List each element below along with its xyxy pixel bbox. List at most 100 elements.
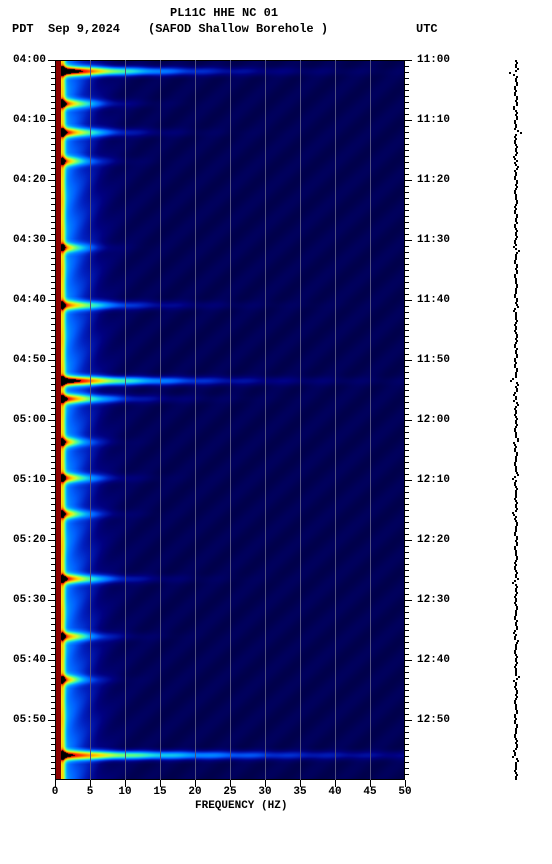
gridline-v [300, 60, 301, 780]
y-right-minor-tick [405, 546, 409, 547]
y-right-minor-tick [405, 474, 409, 475]
y-right-tick-mark [405, 300, 412, 301]
left-axis-bar [55, 60, 61, 780]
trace-dot [514, 638, 516, 640]
y-left-minor-tick [51, 366, 55, 367]
y-left-minor-tick [51, 546, 55, 547]
y-left-tick-label: 05:00 [0, 414, 46, 426]
y-right-minor-tick [405, 90, 409, 91]
y-right-minor-tick [405, 132, 409, 133]
y-left-minor-tick [51, 486, 55, 487]
y-left-tick-label: 04:00 [0, 54, 46, 66]
y-left-tick-label: 05:50 [0, 714, 46, 726]
trace-dot [515, 154, 517, 156]
y-left-tick-label: 04:30 [0, 234, 46, 246]
y-left-minor-tick [51, 738, 55, 739]
y-left-minor-tick [51, 354, 55, 355]
trace-dot [516, 628, 518, 630]
y-right-minor-tick [405, 228, 409, 229]
y-left-tick-label: 04:40 [0, 294, 46, 306]
x-tick-label: 0 [43, 786, 67, 798]
y-right-minor-tick [405, 138, 409, 139]
y-right-minor-tick [405, 690, 409, 691]
y-right-minor-tick [405, 768, 409, 769]
y-right-minor-tick [405, 606, 409, 607]
y-left-minor-tick [51, 126, 55, 127]
y-right-minor-tick [405, 306, 409, 307]
y-left-minor-tick [51, 462, 55, 463]
y-right-minor-tick [405, 126, 409, 127]
y-left-tick-mark [48, 60, 55, 61]
y-right-tick-label: 12:00 [417, 414, 450, 426]
y-left-tick-mark [48, 480, 55, 481]
y-right-minor-tick [405, 672, 409, 673]
y-left-minor-tick [51, 762, 55, 763]
x-tick-label: 45 [358, 786, 382, 798]
y-right-minor-tick [405, 612, 409, 613]
y-left-minor-tick [51, 744, 55, 745]
trace-dot [517, 68, 519, 70]
y-right-minor-tick [405, 342, 409, 343]
trace-dot [518, 250, 520, 252]
y-right-minor-tick [405, 288, 409, 289]
y-left-minor-tick [51, 714, 55, 715]
y-right-minor-tick [405, 762, 409, 763]
y-left-minor-tick [51, 450, 55, 451]
y-right-minor-tick [405, 708, 409, 709]
y-right-minor-tick [405, 570, 409, 571]
y-right-minor-tick [405, 426, 409, 427]
y-left-minor-tick [51, 522, 55, 523]
y-left-tick-label: 05:40 [0, 654, 46, 666]
y-left-minor-tick [51, 90, 55, 91]
y-left-minor-tick [51, 282, 55, 283]
y-right-minor-tick [405, 624, 409, 625]
y-right-minor-tick [405, 216, 409, 217]
y-right-tick-mark [405, 420, 412, 421]
y-left-minor-tick [51, 342, 55, 343]
y-left-minor-tick [51, 630, 55, 631]
y-left-minor-tick [51, 648, 55, 649]
y-left-minor-tick [51, 318, 55, 319]
trace-dot [515, 376, 517, 378]
y-right-minor-tick [405, 282, 409, 283]
gridline-v [125, 60, 126, 780]
y-left-tick-mark [48, 720, 55, 721]
y-right-minor-tick [405, 588, 409, 589]
y-left-tick-label: 04:20 [0, 174, 46, 186]
y-right-minor-tick [405, 648, 409, 649]
y-right-minor-tick [405, 744, 409, 745]
y-right-minor-tick [405, 108, 409, 109]
y-right-minor-tick [405, 678, 409, 679]
y-right-tick-label: 12:40 [417, 654, 450, 666]
y-left-minor-tick [51, 348, 55, 349]
y-right-minor-tick [405, 66, 409, 67]
y-right-tick-label: 11:50 [417, 354, 450, 366]
y-right-tick-mark [405, 540, 412, 541]
y-left-minor-tick [51, 402, 55, 403]
y-left-minor-tick [51, 138, 55, 139]
gridline-v [370, 60, 371, 780]
y-right-minor-tick [405, 150, 409, 151]
y-left-minor-tick [51, 576, 55, 577]
y-left-tick-mark [48, 120, 55, 121]
y-left-tick-label: 05:10 [0, 474, 46, 486]
y-right-minor-tick [405, 372, 409, 373]
y-right-minor-tick [405, 264, 409, 265]
y-left-minor-tick [51, 498, 55, 499]
y-left-minor-tick [51, 294, 55, 295]
y-left-minor-tick [51, 210, 55, 211]
y-right-minor-tick [405, 294, 409, 295]
y-left-tick-mark [48, 360, 55, 361]
y-right-minor-tick [405, 438, 409, 439]
y-left-tick-label: 04:10 [0, 114, 46, 126]
y-left-minor-tick [51, 324, 55, 325]
y-left-minor-tick [51, 276, 55, 277]
y-right-minor-tick [405, 486, 409, 487]
y-left-minor-tick [51, 396, 55, 397]
y-left-minor-tick [51, 426, 55, 427]
y-right-minor-tick [405, 432, 409, 433]
y-right-minor-tick [405, 528, 409, 529]
y-left-minor-tick [51, 378, 55, 379]
y-left-minor-tick [51, 408, 55, 409]
y-left-minor-tick [51, 588, 55, 589]
